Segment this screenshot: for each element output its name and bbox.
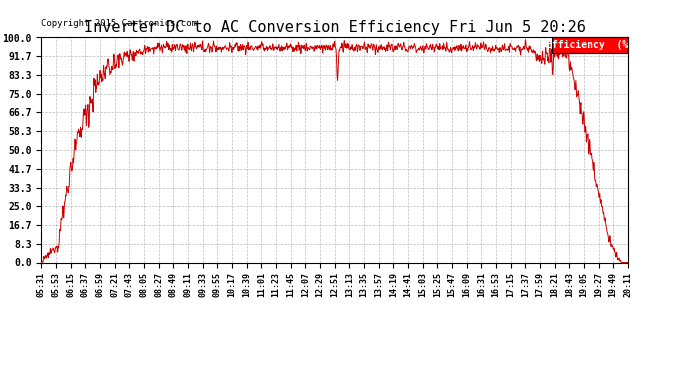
Text: Copyright 2015 Cartronics.com: Copyright 2015 Cartronics.com (41, 20, 197, 28)
FancyBboxPatch shape (552, 38, 628, 53)
Title: Inverter DC to AC Conversion Efficiency Fri Jun 5 20:26: Inverter DC to AC Conversion Efficiency … (83, 20, 586, 35)
Text: Efficiency  (%): Efficiency (%) (546, 40, 634, 50)
